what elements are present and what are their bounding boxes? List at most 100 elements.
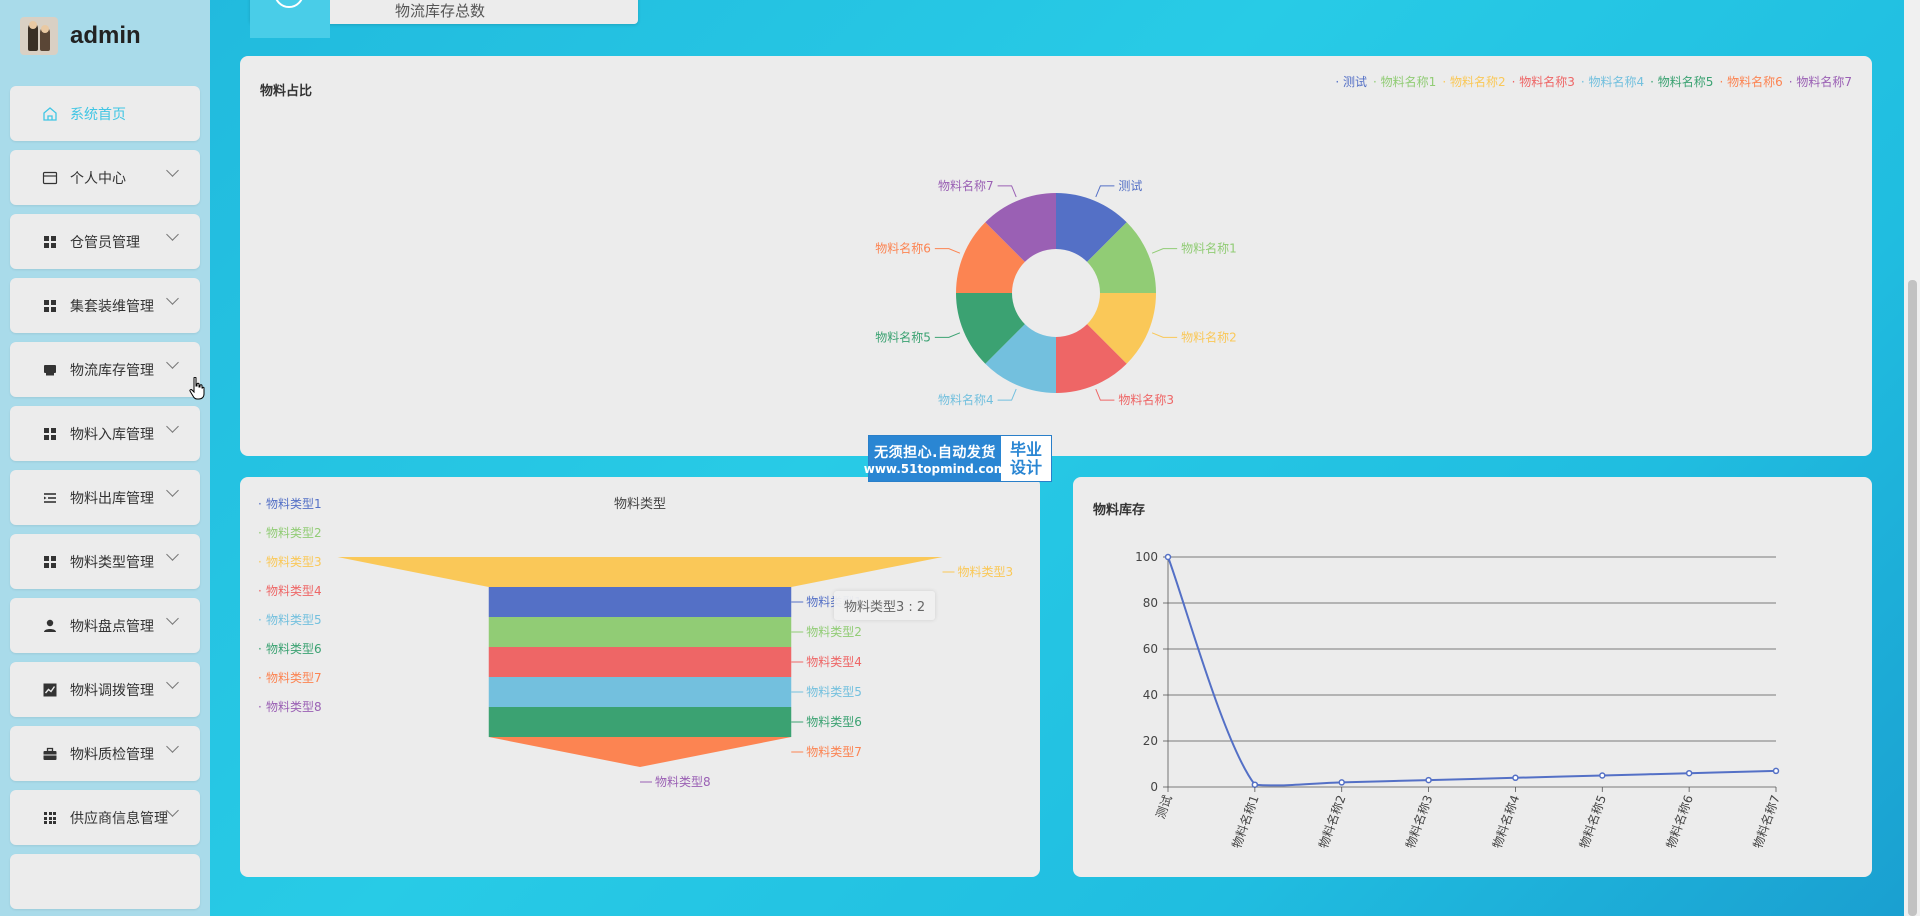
line-point[interactable]	[1599, 772, 1606, 779]
line-point[interactable]	[1164, 553, 1172, 561]
funnel-segment[interactable]	[488, 707, 792, 737]
sidebar-item[interactable]: 物料质检管理	[10, 726, 200, 781]
pie-label-line	[997, 185, 1017, 198]
legend-dot[interactable]: ·	[1789, 75, 1797, 89]
x-tick-label: 物料名称5	[1576, 793, 1609, 850]
sidebar-item[interactable]: 物料盘点管理	[10, 598, 200, 653]
pie-slice[interactable]	[985, 193, 1056, 262]
line-series[interactable]	[1167, 556, 1777, 787]
sidebar-item[interactable]: 物料调拨管理	[10, 662, 200, 717]
legend-dot[interactable]: ·	[1650, 75, 1658, 89]
sidebar-item[interactable]: 个人中心	[10, 150, 200, 205]
scrollbar-thumb[interactable]	[1908, 280, 1917, 916]
watermark-right: 毕业 设计	[1001, 436, 1051, 481]
legend-dot[interactable]: ·	[1373, 75, 1381, 89]
funnel-legend-label[interactable]: 物料类型4	[266, 584, 322, 598]
pie-legend-label[interactable]: 物料名称6	[1727, 74, 1783, 89]
pie-slice[interactable]	[985, 324, 1056, 393]
sidebar-item-label: 系统首页	[70, 107, 126, 123]
pie-slice-label: 物料名称2	[1181, 329, 1237, 344]
funnel-segment-label: 物料类型8	[655, 775, 711, 789]
legend-dot[interactable]: ·	[1581, 75, 1589, 89]
x-tick-label: 物料名称6	[1663, 793, 1696, 850]
sidebar-item[interactable]: 系统首页	[10, 86, 200, 141]
sidebar-item-label: 物料盘点管理	[70, 619, 154, 635]
funnel-legend-label[interactable]: 物料类型3	[266, 555, 322, 569]
funnel-segment[interactable]	[488, 737, 792, 767]
funnel-segment[interactable]	[488, 677, 792, 707]
chevron-down-icon	[166, 356, 179, 369]
legend-dot[interactable]: ·	[258, 671, 262, 685]
chevron-down-icon	[166, 228, 179, 241]
grid-icon	[42, 298, 58, 314]
pie-slice[interactable]	[1087, 222, 1156, 293]
pie-slice[interactable]	[1056, 193, 1127, 262]
line-point[interactable]	[1251, 781, 1259, 788]
funnel-segment[interactable]	[488, 617, 792, 647]
sidebar-item[interactable]: 集套装维管理	[10, 278, 200, 333]
pie-legend-label[interactable]: 物料名称1	[1381, 74, 1437, 89]
x-tick-label: 物料名称1	[1229, 793, 1262, 850]
funnel-legend-label[interactable]: 物料类型1	[266, 497, 322, 511]
legend-dot[interactable]: ·	[258, 497, 262, 511]
legend-dot[interactable]: ·	[258, 642, 262, 656]
user-name: admin	[70, 22, 141, 49]
legend-dot[interactable]: ·	[1335, 75, 1343, 89]
legend-dot[interactable]: ·	[258, 700, 262, 714]
legend-dot[interactable]: ·	[258, 526, 262, 540]
pie-slice[interactable]	[1087, 293, 1156, 364]
line-point[interactable]	[1425, 776, 1432, 784]
funnel-legend-label[interactable]: 物料类型2	[266, 526, 322, 540]
sidebar-item[interactable]: 供应商信息管理	[10, 790, 200, 845]
funnel-segment[interactable]	[488, 587, 792, 617]
line-panel: 物料库存 0 20 40 60 80 100 测试 物料名称1 物料名称2 物料名称3 物料名称4 物…	[1073, 477, 1872, 877]
watermark-line2: www.51topmind.com	[863, 461, 1007, 476]
line-point[interactable]	[1512, 774, 1519, 782]
watermark-right-top: 毕业	[1009, 439, 1042, 459]
pie-legend-label[interactable]: 物料名称7	[1796, 74, 1852, 89]
pie-legend-label[interactable]: 测试	[1343, 74, 1367, 89]
funnel-legend-label[interactable]: 物料类型5	[266, 613, 322, 627]
pie-slice[interactable]	[956, 222, 1025, 293]
pie-legend-label[interactable]: 物料名称5	[1658, 74, 1714, 89]
pie-slice[interactable]	[1056, 324, 1127, 393]
sidebar-item[interactable]: 物料出库管理	[10, 470, 200, 525]
pie-legend-label[interactable]: 物料名称4	[1589, 74, 1645, 89]
pie-slice-label: 物料名称7	[938, 178, 994, 193]
funnel-segment-label: 物料类型7	[806, 745, 862, 759]
chevron-down-icon	[166, 548, 179, 561]
funnel-segment[interactable]	[488, 647, 792, 677]
legend-dot[interactable]: ·	[1719, 75, 1727, 89]
legend-dot[interactable]: ·	[1442, 75, 1450, 89]
watermark-badge[interactable]: 无须担心.自动发货 www.51topmind.com 毕业 设计	[864, 435, 1052, 482]
pie-slice-label: 物料名称5	[875, 329, 931, 344]
pie-legend-label[interactable]: 物料名称3	[1519, 74, 1575, 89]
funnel-segment-label: 物料类型6	[806, 715, 862, 729]
pie-label-line	[934, 332, 961, 338]
sidebar-item[interactable]: 物料类型管理	[10, 534, 200, 589]
legend-dot[interactable]: ·	[258, 584, 262, 598]
chevron-down-icon	[166, 804, 179, 817]
funnel-legend-label[interactable]: 物料类型8	[266, 700, 322, 714]
sidebar-item[interactable]: 物料入库管理	[10, 406, 200, 461]
sidebar-item[interactable]: 物流库存管理	[10, 342, 200, 397]
avatar[interactable]	[20, 17, 58, 55]
legend-dot[interactable]: ·	[1512, 75, 1520, 89]
y-tick-label: 60	[1143, 642, 1158, 656]
line-point[interactable]	[1772, 767, 1780, 775]
funnel-legend-label[interactable]: 物料类型7	[266, 671, 322, 685]
sidebar-item[interactable]: 仓管员管理	[10, 214, 200, 269]
pie-slice[interactable]	[956, 293, 1025, 364]
line-point[interactable]	[1338, 779, 1345, 786]
line-point[interactable]	[1685, 769, 1693, 777]
legend-dot[interactable]: ·	[258, 613, 262, 627]
pie-legend-label[interactable]: 物料名称2	[1450, 74, 1506, 89]
sidebar-item-partial[interactable]	[10, 854, 200, 909]
funnel-segment[interactable]	[337, 557, 943, 587]
x-tick-label: 物料名称3	[1402, 793, 1435, 850]
pie-slice-label: 物料名称1	[1181, 241, 1237, 256]
funnel-legend-label[interactable]: 物料类型6	[266, 642, 322, 656]
funnel-segment-label: 物料类型5	[806, 685, 862, 699]
legend-dot[interactable]: ·	[258, 555, 262, 569]
brand: admin	[20, 16, 141, 56]
